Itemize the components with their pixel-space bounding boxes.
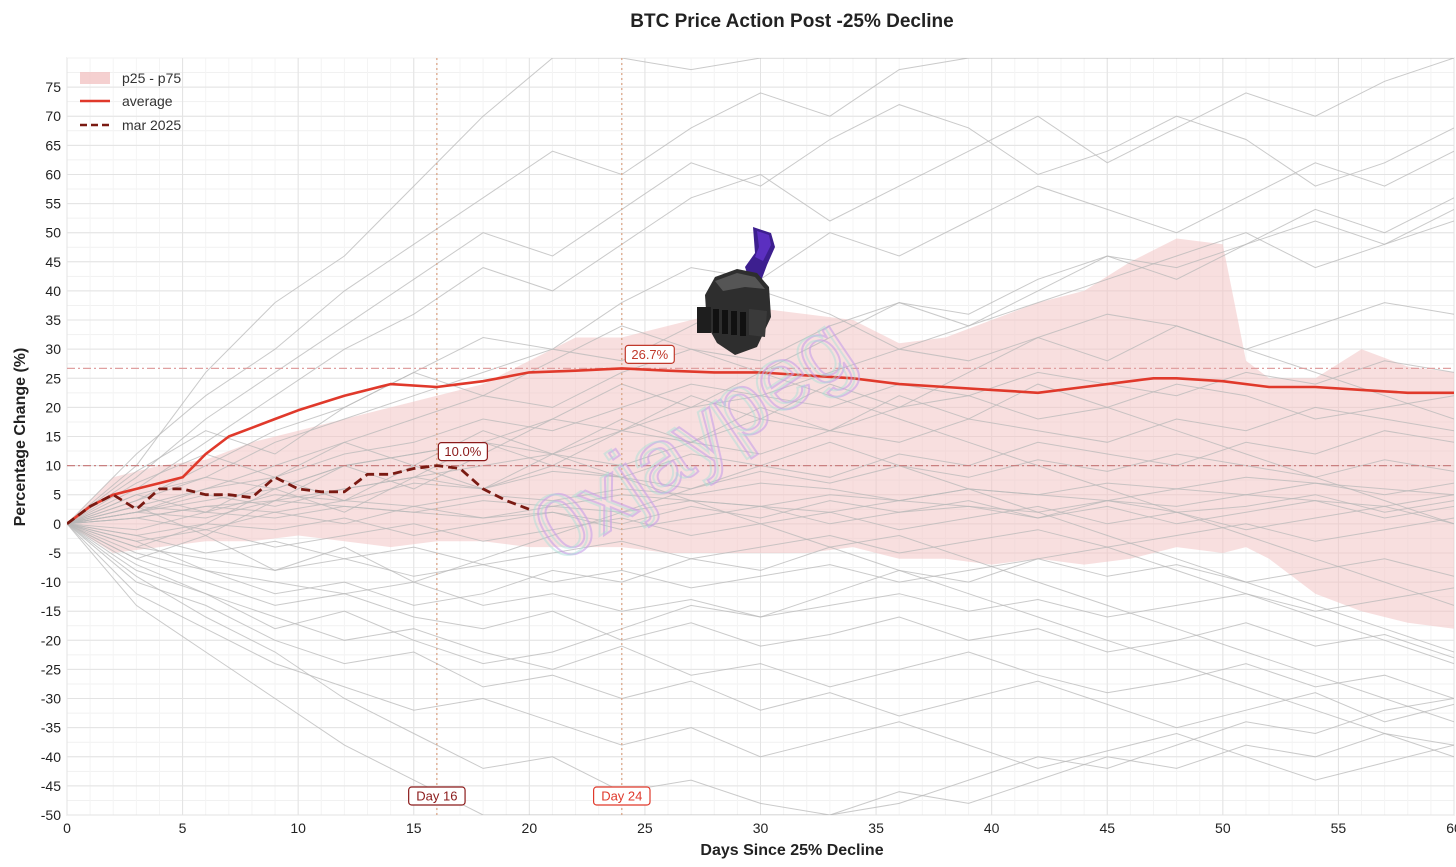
x-tick-label: 15 xyxy=(406,820,422,836)
background-path xyxy=(67,523,1454,665)
legend-label: p25 - p75 xyxy=(122,70,181,86)
series-layer xyxy=(67,367,1454,525)
legend-band-swatch xyxy=(80,72,110,84)
x-tick-label: 20 xyxy=(522,820,538,836)
background-path xyxy=(67,523,1454,723)
legend: p25 - p75 average mar 2025 xyxy=(80,70,181,133)
y-tick-label: 15 xyxy=(45,429,61,445)
y-tick-label: 70 xyxy=(45,108,61,124)
x-tick-label: 40 xyxy=(984,820,1000,836)
y-tick-label: -50 xyxy=(41,807,61,823)
background-path xyxy=(67,453,1454,758)
y-tick-label: 45 xyxy=(45,254,61,270)
background-path xyxy=(67,325,1454,548)
y-tick-label: 50 xyxy=(45,225,61,241)
y-tick-label: -25 xyxy=(41,661,61,677)
band-layer xyxy=(67,238,1454,629)
x-tick-label: 50 xyxy=(1215,820,1231,836)
y-tick-label: 0 xyxy=(53,516,61,532)
annotation-box xyxy=(624,344,675,364)
background-path xyxy=(67,58,1454,525)
background-path xyxy=(67,523,1454,699)
x-axis-ticks: 0 5 10 15 20 25 30 35 40 45 50 55 60 xyxy=(63,820,1456,836)
annotation-label: 26.7% xyxy=(631,347,668,362)
background-path xyxy=(67,500,1454,537)
background-path xyxy=(67,476,1454,525)
y-tick-label: -30 xyxy=(41,691,61,707)
y-tick-label: 60 xyxy=(45,166,61,182)
y-axis-ticks: -50-45-40-35-30-25-20-15-10-505101520253… xyxy=(41,79,61,823)
background-path xyxy=(67,58,1454,525)
annotation-label: Day 24 xyxy=(601,789,642,804)
annotation-label: Day 16 xyxy=(416,789,457,804)
band-p25-p75 xyxy=(67,238,1454,629)
background-path xyxy=(67,523,1454,815)
y-tick-label: 40 xyxy=(45,283,61,299)
y-tick-label: -15 xyxy=(41,603,61,619)
background-path xyxy=(67,523,1454,729)
reference-lines xyxy=(67,58,1454,815)
legend-label: mar 2025 xyxy=(122,117,181,133)
y-tick-label: 55 xyxy=(45,196,61,212)
y-axis-label: Percentage Change (%) xyxy=(12,348,29,527)
background-path xyxy=(67,523,1454,589)
average-line xyxy=(67,367,1454,525)
y-tick-label: -45 xyxy=(41,778,61,794)
y-tick-label: 25 xyxy=(45,370,61,386)
y-tick-label: 35 xyxy=(45,312,61,328)
x-tick-label: 35 xyxy=(868,820,884,836)
y-tick-label: 65 xyxy=(45,137,61,153)
mar-2025-line xyxy=(67,464,530,525)
x-tick-label: 0 xyxy=(63,820,71,836)
y-tick-label: -35 xyxy=(41,720,61,736)
legend-label: average xyxy=(122,93,173,109)
x-tick-label: 30 xyxy=(753,820,769,836)
annotation-label: 10.0% xyxy=(444,444,481,459)
x-tick-label: 60 xyxy=(1446,820,1456,836)
knight-helmet-icon xyxy=(697,227,775,355)
background-path xyxy=(67,58,1454,525)
background-path xyxy=(67,104,1454,525)
y-tick-label: -10 xyxy=(41,574,61,590)
y-tick-label: 75 xyxy=(45,79,61,95)
background-path xyxy=(67,523,1454,815)
annotation-box xyxy=(592,786,651,806)
x-tick-label: 25 xyxy=(637,820,653,836)
background-path xyxy=(67,523,1454,781)
background-path xyxy=(67,494,1454,531)
y-tick-label: 20 xyxy=(45,399,61,415)
chart-title: BTC Price Action Post -25% Decline xyxy=(630,11,953,32)
x-tick-label: 45 xyxy=(1099,820,1115,836)
annotations: 26.7% 10.0% Day 16 Day 24 xyxy=(408,344,675,806)
x-tick-label: 55 xyxy=(1331,820,1347,836)
background-path xyxy=(67,523,1454,659)
y-tick-label: -20 xyxy=(41,632,61,648)
annotation-box xyxy=(437,442,488,462)
x-tick-label: 10 xyxy=(290,820,306,836)
background-path xyxy=(67,208,1454,525)
y-tick-label: 10 xyxy=(45,458,61,474)
x-tick-label: 5 xyxy=(179,820,187,836)
y-tick-label: -5 xyxy=(49,545,62,561)
x-axis-label: Days Since 25% Decline xyxy=(700,842,883,859)
annotation-box xyxy=(408,786,466,806)
y-tick-label: 5 xyxy=(53,487,61,503)
y-tick-label: -40 xyxy=(41,749,61,765)
y-tick-label: 30 xyxy=(45,341,61,357)
